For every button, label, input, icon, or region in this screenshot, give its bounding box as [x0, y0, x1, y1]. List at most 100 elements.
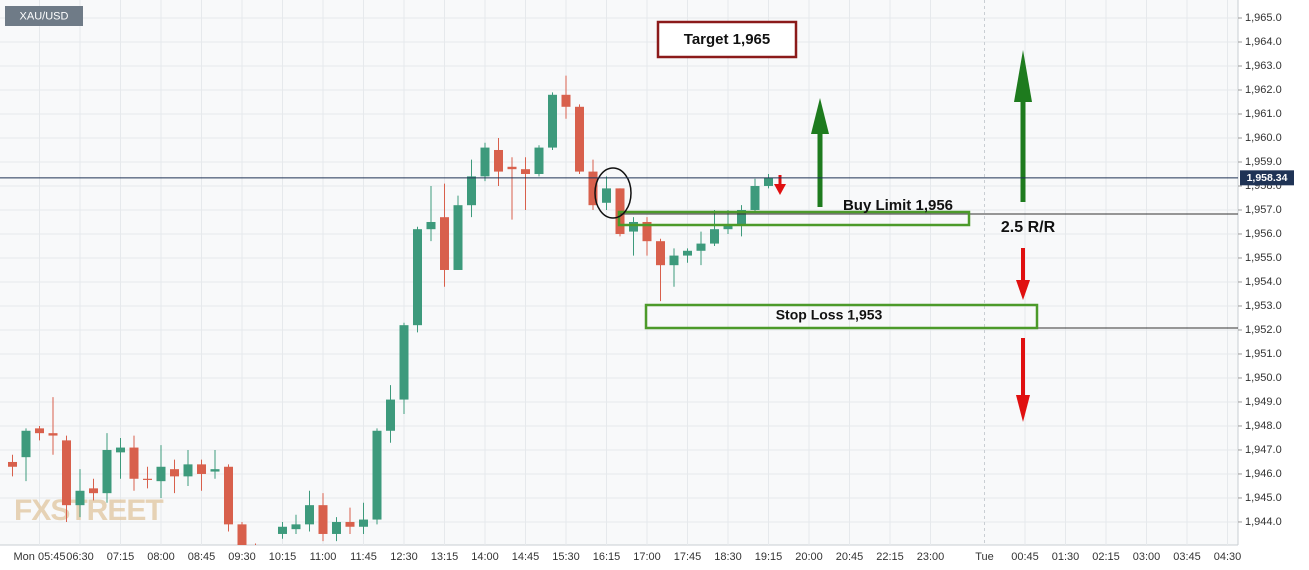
- stop-loss-box: [644, 303, 1039, 330]
- y-tick-label: 1,961.0: [1245, 108, 1282, 120]
- buy-limit-box: [617, 210, 971, 227]
- x-tick-label: 17:45: [674, 551, 702, 563]
- x-tick-label: 23:00: [917, 551, 945, 563]
- y-tick-label: 1,957.0: [1245, 204, 1282, 216]
- candle-body: [494, 149, 503, 172]
- candle-body: [723, 224, 733, 230]
- price-axis-area: [1238, 0, 1309, 570]
- symbol: XAU/USD: [20, 10, 69, 22]
- candle-body: [318, 505, 328, 534]
- x-tick-label: Mon 05:45: [14, 551, 66, 563]
- candle-body: [21, 430, 31, 458]
- x-tick-label: 20:00: [795, 551, 823, 563]
- candle-body: [89, 488, 98, 494]
- y-tick-label: 1,948.0: [1245, 420, 1282, 432]
- x-tick-label: 10:15: [269, 551, 297, 563]
- candle-body: [332, 521, 341, 534]
- x-tick-label: 18:30: [714, 551, 742, 563]
- symbol-box: [5, 6, 83, 26]
- candle-body: [210, 469, 220, 472]
- candle-body: [588, 171, 598, 206]
- y-tick-label: 1,949.0: [1245, 396, 1282, 408]
- target-box: [656, 20, 798, 59]
- last-price-box: [1240, 170, 1294, 186]
- y-tick-label: 1,963.0: [1245, 60, 1282, 72]
- candle-body: [291, 524, 301, 530]
- buy-limit-label: Buy Limit 1,956: [843, 197, 953, 214]
- candle-body: [642, 221, 652, 242]
- y-tick-label: 1,965.0: [1245, 12, 1282, 24]
- candle-body: [237, 524, 247, 545]
- x-tick-label: 14:45: [512, 551, 540, 563]
- y-tick-label: 1,951.0: [1245, 348, 1282, 360]
- arrow-head: [1016, 395, 1030, 422]
- candle-body: [548, 94, 557, 148]
- x-tick-label: 16:15: [593, 551, 621, 563]
- x-tick-label: 12:30: [390, 551, 418, 563]
- candle-body: [656, 241, 665, 266]
- x-tick-label: 04:30: [1214, 551, 1242, 563]
- y-tick-label: 1,945.0: [1245, 492, 1282, 504]
- x-tick-label: 19:15: [755, 551, 783, 563]
- target-label: Target 1,965: [684, 31, 770, 48]
- y-tick-label: 1,952.0: [1245, 324, 1282, 336]
- arrow-head: [1016, 280, 1030, 300]
- candle-body: [683, 250, 692, 256]
- y-tick-label: 1,960.0: [1245, 132, 1282, 144]
- candle-body: [129, 447, 139, 479]
- candle-body: [521, 169, 530, 174]
- y-tick-label: 1,956.0: [1245, 228, 1282, 240]
- y-tick-label: 1,959.0: [1245, 156, 1282, 168]
- arrow-head: [774, 184, 786, 195]
- candle-body: [453, 205, 463, 270]
- candle-body: [764, 177, 773, 186]
- candle-body: [359, 519, 368, 527]
- x-tick-label: Tue: [975, 551, 994, 563]
- y-tick-label: 1,955.0: [1245, 252, 1282, 264]
- candle-body: [345, 521, 355, 527]
- last-price-label: 1,958.34: [1247, 172, 1288, 184]
- x-tick-label: 01:30: [1052, 551, 1080, 563]
- x-tick-label: 08:00: [147, 551, 175, 563]
- candle-body: [143, 478, 152, 480]
- y-tick-label: 1,944.0: [1245, 516, 1282, 528]
- highlight-circle: [594, 167, 632, 219]
- x-tick-label: 00:45: [1011, 551, 1039, 563]
- candle-body: [224, 466, 233, 525]
- candle-body: [62, 440, 71, 506]
- candle-body: [561, 94, 571, 107]
- x-tick-label: 06:30: [66, 551, 94, 563]
- candle-body: [399, 325, 409, 400]
- candle-body: [372, 430, 382, 520]
- candle-body: [197, 464, 206, 474]
- stop-loss-label: Stop Loss 1,953: [776, 307, 883, 323]
- candle-body: [75, 490, 85, 506]
- x-tick-label: 22:15: [876, 551, 904, 563]
- candle-body: [629, 221, 638, 232]
- x-tick-label: 03:00: [1133, 551, 1161, 563]
- candle-body: [696, 243, 706, 251]
- arrow-head: [811, 98, 829, 134]
- candle-body: [737, 209, 746, 225]
- candle-body: [575, 106, 584, 172]
- candle-body: [305, 505, 314, 525]
- x-tick-label: 11:45: [350, 551, 377, 563]
- candle-body: [386, 399, 395, 431]
- y-tick-label: 1,946.0: [1245, 468, 1282, 480]
- x-tick-label: 02:15: [1092, 551, 1120, 563]
- candle-body: [278, 526, 287, 534]
- y-tick-label: 1,953.0: [1245, 300, 1282, 312]
- x-tick-label: 11:00: [310, 551, 337, 563]
- x-tick-label: 03:45: [1173, 551, 1201, 563]
- candle-body: [183, 464, 193, 477]
- arrow-head: [1014, 50, 1032, 102]
- candle-body: [669, 255, 679, 266]
- candle-body: [426, 221, 436, 230]
- candle-body: [116, 447, 125, 453]
- candles: [8, 75, 773, 545]
- candle-body: [413, 229, 422, 326]
- candle-body: [480, 147, 490, 177]
- candle-body: [440, 217, 449, 270]
- x-tick-label: 08:45: [188, 551, 216, 563]
- x-tick-label: 14:00: [471, 551, 499, 563]
